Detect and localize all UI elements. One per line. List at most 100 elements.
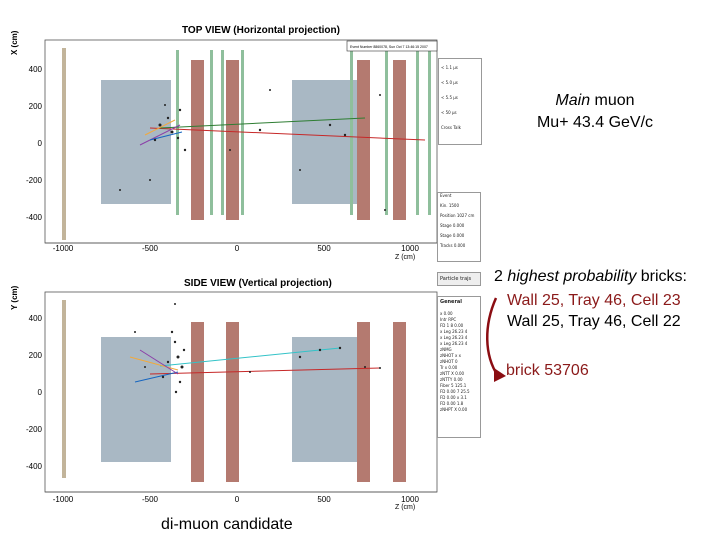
magnet-wall xyxy=(393,322,406,482)
magnet-wall xyxy=(191,60,204,220)
side-view-plot xyxy=(44,291,438,493)
magnet-wall xyxy=(226,322,239,482)
stats-line: Stage 0.000 xyxy=(440,233,465,238)
hit-cluster xyxy=(119,89,386,211)
particle-trajs-tab[interactable]: Particle trajs xyxy=(437,272,481,286)
top-view-y-label: X (cm) xyxy=(10,30,19,55)
shower-track xyxy=(134,371,179,383)
detail-line: x Leg 26.23 4 xyxy=(440,341,468,346)
detail-line: Fiber 5 125.1 xyxy=(440,383,467,388)
side-view-x-ticks: -1000 -500 0 500 1000 xyxy=(53,495,420,504)
detail-line: zNTTY 0.00 xyxy=(440,377,463,382)
y-tick: 200 xyxy=(29,351,43,360)
legend-entry: Cross Talk xyxy=(441,125,461,130)
top-view-y-ticks: 400 200 0 -200 -400 xyxy=(26,65,43,222)
y-tick: -400 xyxy=(26,213,43,222)
tab-label: Particle trajs xyxy=(440,276,472,282)
bricks-tail: bricks: xyxy=(636,268,687,285)
shower-track xyxy=(139,349,179,375)
x-tick: -1000 xyxy=(53,495,74,504)
legend-entry: < 5.5 µs xyxy=(441,95,458,100)
side-view-y-label: Y (cm) xyxy=(10,285,19,310)
cell-23-label: Wall 25, Tray 46, Cell 23 xyxy=(507,292,681,309)
target-region xyxy=(292,80,357,204)
detail-line: Intr RPC xyxy=(440,317,457,322)
detail-line: FD 1 8 0.00 xyxy=(440,323,464,328)
stats-line: Stage 0.000 xyxy=(440,223,465,228)
second-track xyxy=(159,347,341,367)
event-details-panel: General x 0.00 Intr RPC FD 1 8 0.00 x Le… xyxy=(437,296,481,438)
stats-line: Position 1027 cm xyxy=(440,213,475,218)
arrow-head xyxy=(494,368,506,382)
pointer-arrow xyxy=(486,297,506,382)
y-tick: 0 xyxy=(38,388,43,397)
rpc-plane xyxy=(221,50,224,215)
shower-track xyxy=(144,119,176,136)
main-word: Main xyxy=(555,92,591,109)
detail-line: x Leg 26.23 4 xyxy=(440,335,468,340)
section-label: General xyxy=(440,299,462,305)
muon-track xyxy=(149,367,381,375)
rpc-plane xyxy=(428,50,431,215)
side-view-y-ticks: 400 200 0 -200 -400 xyxy=(26,314,43,471)
target-region xyxy=(292,337,357,462)
x-tick: 1000 xyxy=(401,495,419,504)
y-tick: 200 xyxy=(29,102,43,111)
main-muon-label: Main muon xyxy=(510,92,680,110)
detail-line: zNTT X 0.00 xyxy=(440,371,465,376)
detail-line: x Leg 26.23 4 xyxy=(440,329,468,334)
hit-cluster xyxy=(134,303,381,394)
stats-line: Tracks 0.000 xyxy=(440,243,466,248)
top-view-x-label: Z (cm) xyxy=(395,254,415,261)
x-tick: -500 xyxy=(142,495,159,504)
x-tick: -1000 xyxy=(53,244,74,253)
shower-track xyxy=(139,124,181,146)
detail-line: zNHOT x x xyxy=(440,353,461,358)
rpc-plane xyxy=(176,50,179,215)
y-tick: -400 xyxy=(26,462,43,471)
x-tick: -500 xyxy=(142,244,159,253)
muon-track xyxy=(149,127,426,141)
rpc-plane xyxy=(385,50,388,215)
detail-line: x 0.00 xyxy=(440,311,453,316)
magnet-wall xyxy=(191,322,204,482)
x-tick: 0 xyxy=(235,495,240,504)
brick-label: brick 53706 xyxy=(506,362,589,379)
side-view-display: SIDE VIEW (Vertical projection) Y (cm) 4… xyxy=(10,278,438,511)
target-region xyxy=(101,337,171,462)
side-view-x-label: Z (cm) xyxy=(395,504,415,511)
x-tick: 0 xyxy=(235,244,240,253)
magnet-wall xyxy=(226,60,239,220)
detail-line: FD 0.00 7 25.5 xyxy=(440,389,470,394)
beam-post xyxy=(62,48,66,240)
top-view-title: TOP VIEW (Horizontal projection) xyxy=(182,25,340,36)
x-tick: 1000 xyxy=(401,244,419,253)
muon-momentum: Mu+ 43.4 GeV/c xyxy=(536,114,654,131)
rpc-plane xyxy=(210,50,213,215)
detail-line: FD 0.00 x 3.1 xyxy=(440,395,467,400)
legend-entry: < 50 µs xyxy=(441,110,457,115)
muon-word: muon xyxy=(590,92,635,109)
magnet-wall xyxy=(357,322,370,482)
event-stats-panel: Event Kin. 1500 Position 1027 cm Stage 0… xyxy=(437,192,481,262)
y-tick: 0 xyxy=(38,139,43,148)
detail-line: zNHPT X 0.00 xyxy=(440,407,468,412)
timing-legend: < 1.1 µs < 5.0 µs < 5.5 µs < 50 µs Cross… xyxy=(438,58,482,145)
detail-line: zNHOT 0 xyxy=(440,359,458,364)
di-muon-caption: di-muon candidate xyxy=(161,516,293,533)
top-view-plot xyxy=(44,39,438,244)
beam-post xyxy=(62,300,66,478)
bricks-lead: 2 xyxy=(494,268,508,285)
x-tick: 500 xyxy=(317,244,331,253)
legend-entry: < 1.1 µs xyxy=(441,65,458,70)
cell-22-label: Wall 25, Tray 46, Cell 22 xyxy=(507,313,681,330)
target-region xyxy=(101,80,171,204)
magnet-wall xyxy=(357,60,370,220)
bricks-heading: 2 highest probability bricks: xyxy=(494,268,720,286)
detail-line: zNMG xyxy=(440,347,452,352)
shower-track xyxy=(149,131,183,141)
top-view-display: TOP VIEW (Horizontal projection) X (cm) xyxy=(10,25,438,261)
y-tick: -200 xyxy=(26,176,43,185)
detail-line: Tr x 0.00 xyxy=(440,365,458,370)
top-view-x-ticks: -1000 -500 0 500 1000 xyxy=(53,244,420,253)
